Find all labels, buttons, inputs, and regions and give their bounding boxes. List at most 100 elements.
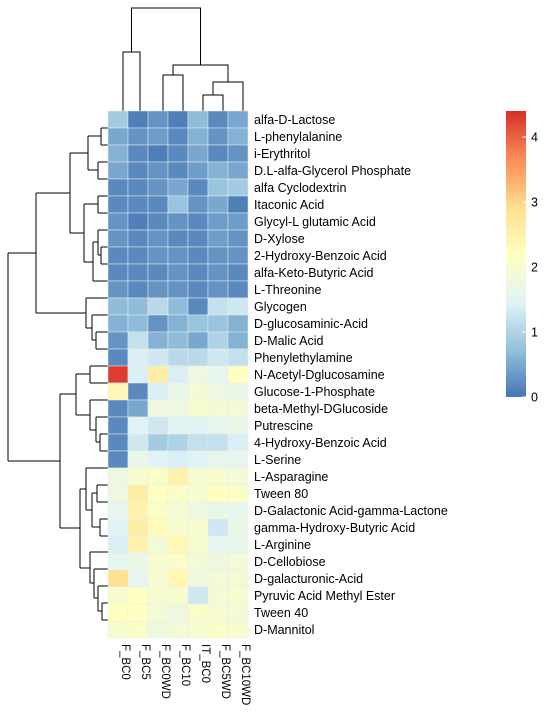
heatmap-cell-d-xylose-f-bc10 <box>167 229 189 248</box>
heatmap-cell-d-galactonic-acid-gamma-lactone-it-bc0 <box>187 501 209 520</box>
heatmap-cell-d-galacturonic-acid-f-bc0 <box>107 569 129 588</box>
heatmap-cell-alfa-cyclodextrin-f-bc5 <box>127 178 149 197</box>
heatmap-cell-gamma-hydroxy-butyric-acid-f-bc0wd <box>147 518 169 537</box>
heatmap-cell-d-galacturonic-acid-f-bc5wd <box>207 569 229 588</box>
heatmap-cell-alfa-cyclodextrin-it-bc0 <box>187 178 209 197</box>
heatmap-cell-l-arginine-f-bc0 <box>107 535 129 554</box>
row-label: alfa-D-Lactose <box>254 113 335 127</box>
heatmap-cell-itaconic-acid-f-bc10 <box>167 195 189 214</box>
column-label: F_BC10WD <box>239 644 251 705</box>
heatmap-cell-tween-40-f-bc10 <box>167 603 189 622</box>
heatmap-cell-putrescine-f-bc10wd <box>227 416 249 435</box>
heatmap-cell-2-hydroxy-benzoic-acid-f-bc5 <box>127 246 149 265</box>
heatmap-cell-itaconic-acid-f-bc0wd <box>147 195 169 214</box>
heatmap-cell-beta-methyl-dglucoside-f-bc10 <box>167 399 189 418</box>
heatmap-cell-tween-40-it-bc0 <box>187 603 209 622</box>
heatmap-cell-4-hydroxy-benzoic-acid-f-bc10 <box>167 433 189 452</box>
heatmap-cell-i-erythritol-f-bc10 <box>167 144 189 163</box>
row-label: Tween 80 <box>254 487 308 501</box>
row-label: Glycogen <box>254 300 307 314</box>
heatmap-cell-glycogen-f-bc5 <box>127 297 149 316</box>
heatmap-cell-4-hydroxy-benzoic-acid-f-bc5 <box>127 433 149 452</box>
heatmap-cell-glycogen-f-bc10 <box>167 297 189 316</box>
heatmap-cell-pyruvic-acid-methyl-ester-f-bc5 <box>127 586 149 605</box>
heatmap-cell-glycyl-l-glutamic-acid-f-bc10 <box>167 212 189 231</box>
column-label: F_BC0 <box>119 644 131 680</box>
heatmap-cell-2-hydroxy-benzoic-acid-f-bc10 <box>167 246 189 265</box>
heatmap-cell-d-xylose-f-bc10wd <box>227 229 249 248</box>
heatmap-cell-glycogen-f-bc10wd <box>227 297 249 316</box>
colorbar-tick-label: 1 <box>531 326 538 340</box>
heatmap-cell-phenylethylamine-f-bc5 <box>127 348 149 367</box>
heatmap-cell-d-mannitol-f-bc10wd <box>227 620 249 639</box>
heatmap-cell-putrescine-f-bc0 <box>107 416 129 435</box>
heatmap-cell-d-glucosaminic-acid-f-bc10 <box>167 314 189 333</box>
heatmap-cell-i-erythritol-it-bc0 <box>187 144 209 163</box>
heatmap-cell-putrescine-f-bc0wd <box>147 416 169 435</box>
heatmap-cell-d-xylose-f-bc0wd <box>147 229 169 248</box>
heatmap-cell-tween-40-f-bc0wd <box>147 603 169 622</box>
heatmap-cell-gamma-hydroxy-butyric-acid-f-bc10wd <box>227 518 249 537</box>
row-label: Phenylethylamine <box>254 351 353 365</box>
heatmap-cell-l-serine-f-bc0 <box>107 450 129 469</box>
row-label: Glucose-1-Phosphate <box>254 385 375 399</box>
row-label: i-Erythritol <box>254 147 310 161</box>
column-label: F_BC10 <box>179 644 191 686</box>
row-label: gamma-Hydroxy-Butyric Acid <box>254 521 415 535</box>
heatmap-cell-tween-40-f-bc0 <box>107 603 129 622</box>
heatmap-cell-phenylethylamine-f-bc10 <box>167 348 189 367</box>
heatmap-cell-l-arginine-it-bc0 <box>187 535 209 554</box>
row-label: Tween 40 <box>254 606 308 620</box>
heatmap-cell-n-acetyl-dglucosamine-f-bc10 <box>167 365 189 384</box>
heatmap-cell-d-galactonic-acid-gamma-lactone-f-bc5 <box>127 501 149 520</box>
heatmap-cell-n-acetyl-dglucosamine-f-bc5wd <box>207 365 229 384</box>
heatmap-cell-beta-methyl-dglucoside-f-bc5 <box>127 399 149 418</box>
heatmap-cell-tween-80-f-bc10 <box>167 484 189 503</box>
heatmap-cell-pyruvic-acid-methyl-ester-f-bc0wd <box>147 586 169 605</box>
row-label: D-glucosaminic-Acid <box>254 317 368 331</box>
heatmap-cell-d-l-alfa-glycerol-phosphate-f-bc0wd <box>147 161 169 180</box>
heatmap-cell-l-threonine-f-bc0 <box>107 280 129 299</box>
heatmap-cell-alfa-keto-butyric-acid-f-bc5 <box>127 263 149 282</box>
heatmap-cell-l-serine-f-bc10wd <box>227 450 249 469</box>
heatmap-cell-phenylethylamine-f-bc5wd <box>207 348 229 367</box>
heatmap-cell-4-hydroxy-benzoic-acid-f-bc0 <box>107 433 129 452</box>
heatmap-cell-glycogen-f-bc0 <box>107 297 129 316</box>
heatmap-cell-alfa-cyclodextrin-f-bc10 <box>167 178 189 197</box>
heatmap-cell-alfa-cyclodextrin-f-bc0 <box>107 178 129 197</box>
heatmap-cell-l-serine-f-bc0wd <box>147 450 169 469</box>
heatmap-cell-alfa-d-lactose-f-bc5 <box>127 110 149 129</box>
heatmap-cell-beta-methyl-dglucoside-f-bc10wd <box>227 399 249 418</box>
heatmap-cell-phenylethylamine-it-bc0 <box>187 348 209 367</box>
heatmap-cell-d-galactonic-acid-gamma-lactone-f-bc0 <box>107 501 129 520</box>
heatmap-cell-2-hydroxy-benzoic-acid-f-bc5wd <box>207 246 229 265</box>
heatmap-cell-2-hydroxy-benzoic-acid-f-bc10wd <box>227 246 249 265</box>
heatmap-cell-4-hydroxy-benzoic-acid-f-bc0wd <box>147 433 169 452</box>
heatmap-cell-d-glucosaminic-acid-it-bc0 <box>187 314 209 333</box>
heatmap-cell-alfa-d-lactose-f-bc0 <box>107 110 129 129</box>
heatmap-cell-glycogen-f-bc0wd <box>147 297 169 316</box>
row-label: Glycyl-L glutamic Acid <box>254 215 376 229</box>
row-label: alfa Cyclodextrin <box>254 181 346 195</box>
heatmap-cells <box>107 110 249 639</box>
heatmap-cell-itaconic-acid-f-bc0 <box>107 195 129 214</box>
heatmap-cell-glycogen-f-bc5wd <box>207 297 229 316</box>
heatmap-cell-tween-80-f-bc5 <box>127 484 149 503</box>
heatmap-cell-gamma-hydroxy-butyric-acid-f-bc5 <box>127 518 149 537</box>
heatmap-cell-d-glucosaminic-acid-f-bc0wd <box>147 314 169 333</box>
heatmap-cell-alfa-cyclodextrin-f-bc0wd <box>147 178 169 197</box>
heatmap-cell-l-asparagine-f-bc10wd <box>227 467 249 486</box>
heatmap-cell-n-acetyl-dglucosamine-f-bc5 <box>127 365 149 384</box>
heatmap-cell-pyruvic-acid-methyl-ester-f-bc10 <box>167 586 189 605</box>
heatmap-cell-d-galactonic-acid-gamma-lactone-f-bc5wd <box>207 501 229 520</box>
heatmap-cell-alfa-keto-butyric-acid-f-bc10wd <box>227 263 249 282</box>
heatmap-cell-d-xylose-f-bc0 <box>107 229 129 248</box>
heatmap-cell-glucose-1-phosphate-f-bc0 <box>107 382 129 401</box>
heatmap-cell-l-threonine-f-bc10 <box>167 280 189 299</box>
heatmap-cell-l-threonine-f-bc5 <box>127 280 149 299</box>
heatmap-cell-l-asparagine-it-bc0 <box>187 467 209 486</box>
heatmap-cell-l-asparagine-f-bc0 <box>107 467 129 486</box>
heatmap-cell-gamma-hydroxy-butyric-acid-f-bc5wd <box>207 518 229 537</box>
heatmap-cell-d-l-alfa-glycerol-phosphate-f-bc5 <box>127 161 149 180</box>
heatmap-cell-d-malic-acid-f-bc5 <box>127 331 149 350</box>
